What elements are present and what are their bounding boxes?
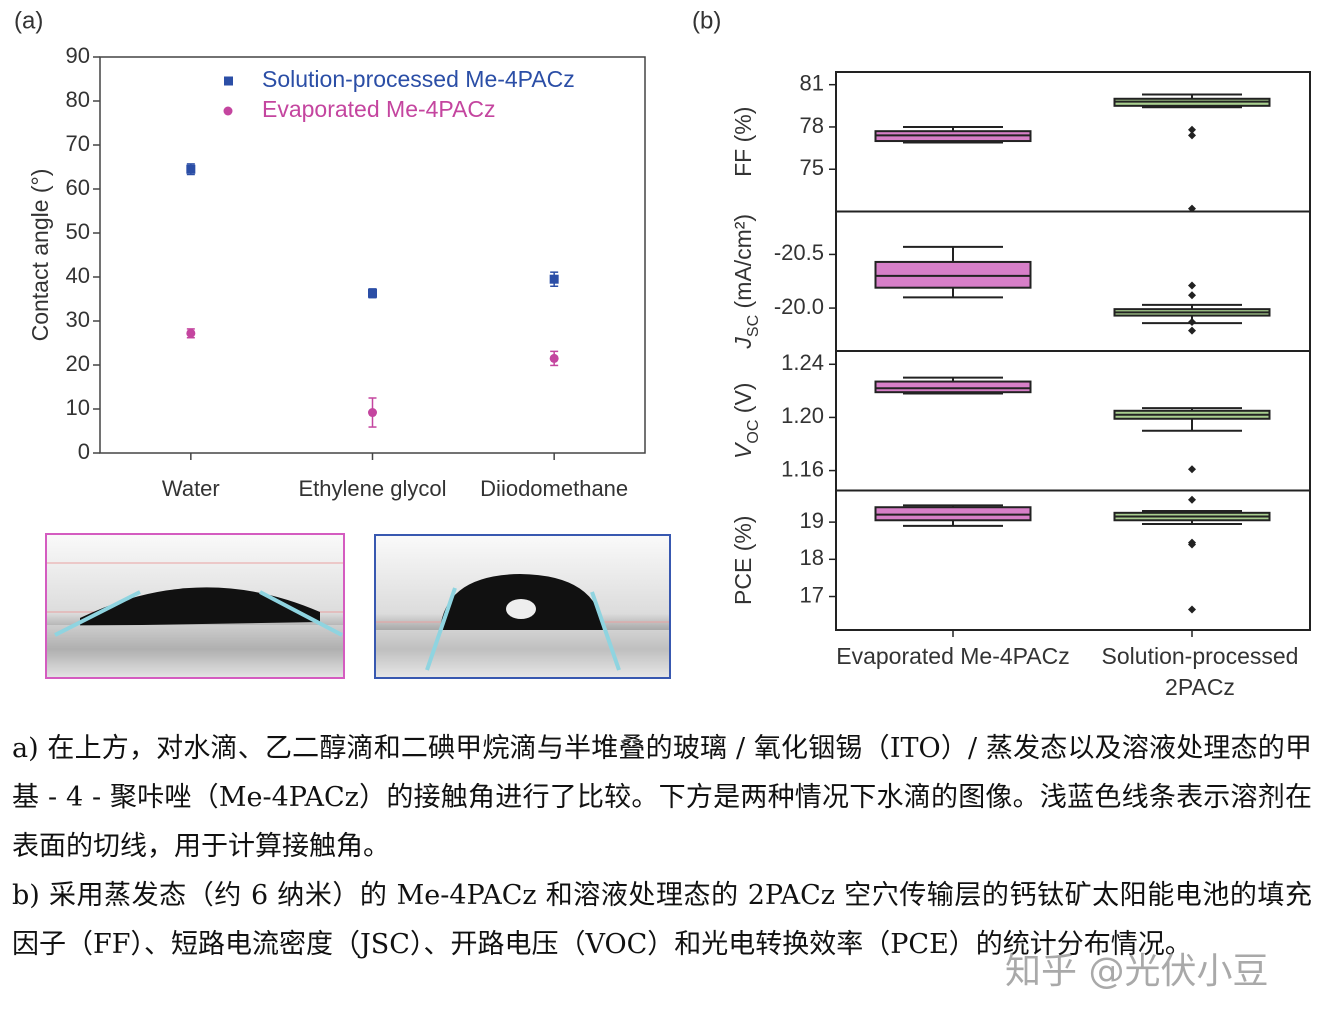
y-axis-label-unit: (V) [730,383,756,420]
x-tick-label: Evaporated Me-4PACz [836,643,1070,669]
plot-frame [835,489,1311,631]
y-tick-label: -20.5 [774,240,824,265]
legend-marker [224,76,233,86]
y-tick-label: 50 [66,219,90,244]
point [186,164,196,174]
y-tick-label: 20 [66,351,90,376]
point [549,353,559,363]
plot-frame [835,350,1311,492]
point [368,408,377,418]
x-tick-label: Diiodomethane [480,476,628,501]
y-axis-label: VOC (V) [730,383,762,459]
outlier [1188,125,1196,134]
outlier [1188,326,1196,335]
y-tick-label: 90 [66,43,90,68]
y-tick-label: 1.16 [781,456,824,481]
panel-label: (b) [692,7,721,34]
outlier [1188,495,1196,504]
y-tick-label: -20.0 [774,294,824,319]
y-tick-label: 75 [800,155,824,180]
y-axis-label: JSC (mA/cm²) [730,214,762,350]
y-tick-label: 30 [66,307,90,332]
y-tick-label: 81 [800,70,824,95]
x-tick-label: Ethylene glycol [299,476,447,501]
panel-label: (a) [14,7,43,34]
y-axis-label-unit: (mA/cm²) [730,214,756,315]
legend-marker [223,106,233,116]
y-axis-label-main: J [730,337,756,350]
figure: (a) (b) 0 10 20 30 40 50 60 70 80 90 Water Ethylene… [14,7,1311,679]
outlier [1188,281,1196,290]
y-tick-label: 17 [800,582,824,607]
y-axis-label-sub: OC [745,420,762,444]
y-axis-label-main: V [730,441,756,459]
outlier [1188,540,1196,549]
point [186,328,196,338]
outlier [1188,131,1196,140]
x-tick-label: Water [162,476,220,501]
droplet-image-evaporated [45,533,345,679]
outlier [1188,291,1196,300]
x-tick-label: Solution-processed 2PACz [1101,643,1299,700]
y-tick-label: 80 [66,87,90,112]
y-tick-label: 78 [800,113,824,138]
y-tick-label: 1.20 [781,403,824,428]
y-tick-label: 60 [66,175,90,200]
watermark: 知乎 @光伏小豆 [1005,951,1269,992]
y-tick-label: 10 [66,395,90,420]
y-tick-label: 70 [66,131,90,156]
y-axis-label: PCE (%) [730,516,756,605]
box [874,380,1032,394]
legend-label: Solution-processed Me-4PACz [262,66,575,92]
caption: a) 在上方，对水滴、乙二醇滴和二碘甲烷滴与半堆叠的玻璃 / 氧化铟锡（ITO）… [12,724,1312,969]
droplet-image-solution [374,534,671,679]
y-axis-label-sub: SC [745,315,762,337]
y-tick-label: 18 [800,545,824,570]
legend-label: Evaporated Me-4PACz [262,96,496,122]
point [368,288,377,298]
y-axis-label: Contact angle (°) [27,169,53,342]
y-tick-label: 1.24 [781,350,824,375]
y-tick-label: 40 [66,263,90,288]
outlier [1188,605,1196,614]
outlier [1188,465,1196,474]
box [874,260,1032,289]
y-axis-label: FF (%) [730,107,756,177]
y-tick-label: 19 [800,508,824,533]
caption-paragraph: a) 在上方，对水滴、乙二醇滴和二碘甲烷滴与半堆叠的玻璃 / 氧化铟锡（ITO）… [12,733,1312,862]
point [549,274,559,284]
y-tick-label: 0 [78,439,90,464]
outlier [1188,318,1196,327]
caption-paragraph: b) 采用蒸发态（约 6 纳米）的 Me-4PACz 和溶液处理态的 2PACz… [12,880,1312,960]
